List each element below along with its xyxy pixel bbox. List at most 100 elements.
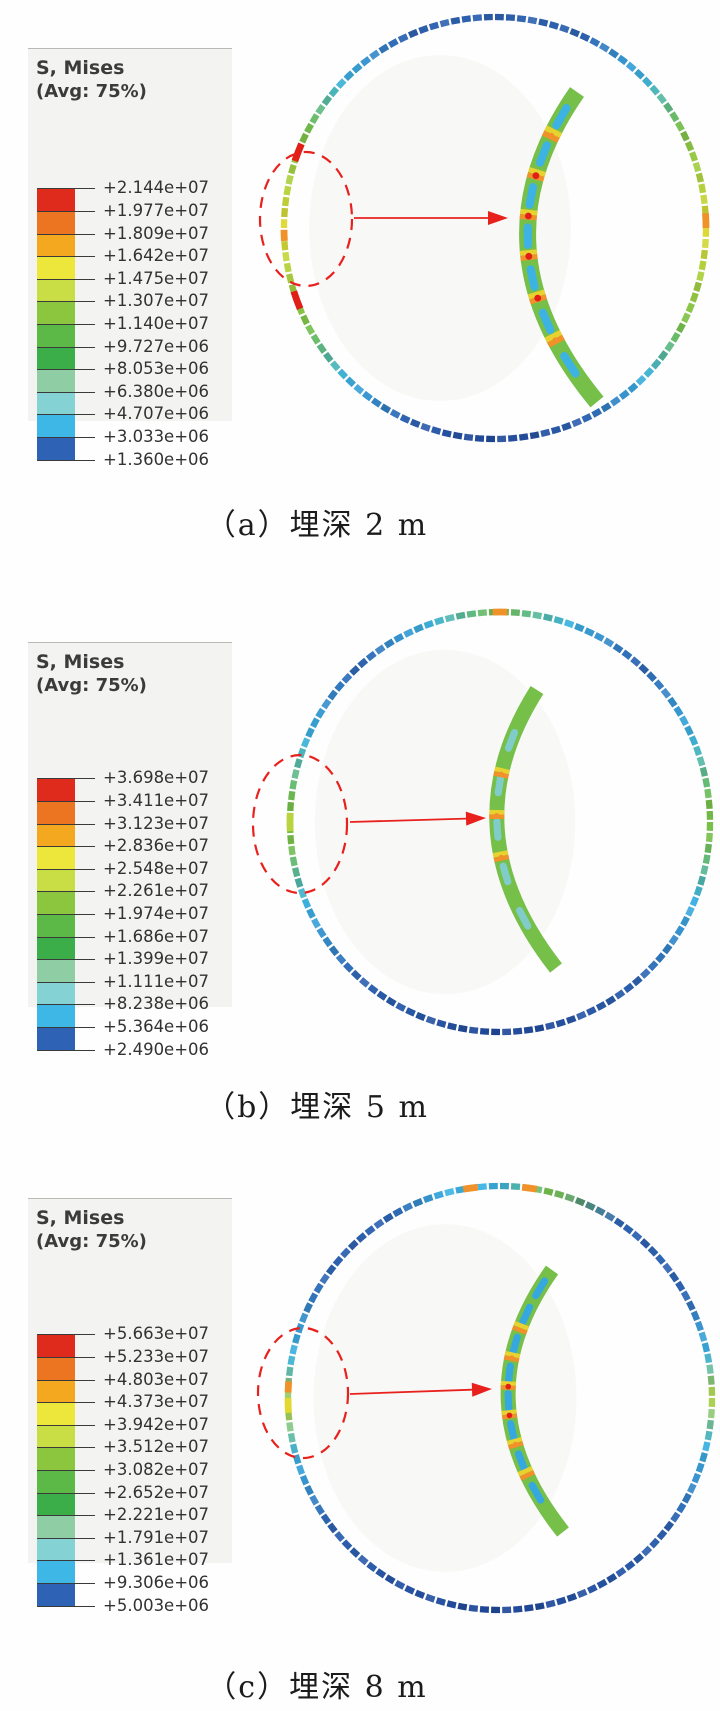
ring-mesh-segment — [593, 632, 605, 642]
legend-color-band — [37, 436, 75, 460]
ring-mesh-segment — [285, 174, 294, 185]
legend-tick — [37, 188, 95, 190]
ring-mesh-segment — [479, 1605, 490, 1613]
ring-mesh-segment — [341, 1539, 353, 1551]
ring-mesh-segment — [281, 240, 289, 251]
ring-mesh-segment — [305, 727, 315, 738]
ring-mesh-segment — [303, 1302, 313, 1314]
legend-value: +3.033e+06 — [103, 426, 210, 446]
legend-color-band — [37, 936, 75, 960]
ring-mesh-segment — [413, 623, 424, 634]
ring-mesh-segment — [434, 616, 445, 626]
legend-color-band — [37, 1560, 75, 1583]
legend-color-band — [37, 1424, 75, 1448]
legend-panel-a: S, Mises (Avg: 75%) +2.144e+07 +1.977e+07… — [28, 48, 232, 469]
detail-mesh-segment — [532, 1277, 549, 1300]
ring-mesh-segment — [291, 769, 300, 779]
ring-mesh-segment — [418, 25, 429, 34]
ring-mesh-segment — [639, 968, 651, 979]
ring-mesh-segment — [423, 620, 434, 629]
ring-mesh-segment — [638, 663, 650, 675]
ring-mesh-segment — [641, 76, 653, 88]
ring-mesh-segment — [681, 1492, 692, 1504]
ring-mesh-segment — [286, 1422, 294, 1432]
ring-mesh-segment — [586, 1006, 597, 1016]
legend-value: +9.306e+06 — [103, 1572, 210, 1592]
legend-value: +2.261e+07 — [103, 881, 210, 901]
stress-hotspot — [506, 1412, 513, 1419]
detail-mesh-segment — [511, 1325, 528, 1335]
legend-tick — [37, 1334, 95, 1336]
detail-mesh-segment — [519, 1470, 536, 1481]
ring-mesh-segment — [705, 832, 713, 843]
highlight-dashed-ellipse — [258, 150, 354, 288]
ring-mesh-segment — [692, 161, 702, 173]
legend-tick — [37, 233, 95, 235]
ring-mesh-segment — [288, 790, 296, 801]
ring-mesh-segment — [304, 122, 314, 134]
ring-mesh-segment — [299, 1474, 310, 1486]
legend-value: +1.111e+07 — [103, 971, 210, 991]
legend-tick — [37, 459, 95, 461]
ring-mesh-segment — [689, 896, 700, 907]
ring-mesh-segment — [298, 888, 307, 899]
ring-mesh-segment — [425, 1593, 436, 1603]
ring-mesh-segment — [622, 1223, 634, 1235]
legend-value: +2.548e+07 — [103, 858, 210, 878]
ring-mesh-segment — [468, 1026, 479, 1034]
ring-mesh-segment — [690, 1310, 701, 1322]
legend-color-band — [37, 981, 75, 1005]
ring-mesh-segment — [589, 37, 601, 47]
ring-mesh-segment — [361, 390, 373, 402]
ring-mesh-segment — [669, 111, 680, 123]
legend-value: +1.360e+06 — [103, 449, 210, 469]
legend-color-band — [37, 823, 75, 847]
ring-mesh-segment — [422, 1194, 434, 1204]
ring-mesh-segment — [289, 1344, 298, 1355]
legend-color-band — [37, 846, 75, 869]
ring-mesh-segment — [668, 934, 679, 946]
ring-mesh-segment — [412, 1197, 424, 1208]
detail-mesh-segment — [514, 1450, 528, 1473]
ring-mesh-segment — [700, 249, 708, 260]
legend-tick — [37, 1379, 95, 1381]
legend-tick — [37, 369, 95, 371]
ring-mesh-segment — [340, 1247, 351, 1259]
ring-mesh-segment — [706, 1419, 714, 1430]
legend-color-band — [37, 1026, 75, 1050]
legend-color-band — [37, 256, 75, 279]
legend-tick — [37, 1049, 95, 1051]
detail-mesh-segment — [538, 308, 555, 335]
ring-mesh-segment — [561, 422, 572, 431]
legend-value: +1.140e+07 — [103, 313, 210, 333]
legend-tick — [37, 323, 95, 325]
ring-mesh-segment — [676, 1502, 687, 1514]
ring-mesh-segment — [701, 1342, 710, 1353]
legend-subtitle: (Avg: 75%) — [36, 674, 147, 696]
legend-value: +3.082e+07 — [103, 1459, 210, 1479]
ring-mesh-segment — [598, 42, 610, 53]
legend-tick — [37, 1026, 95, 1028]
ring-mesh-segment — [300, 737, 311, 748]
legend-tick — [37, 1492, 95, 1494]
ring-mesh-segment — [311, 917, 321, 929]
ring-mesh-segment — [664, 341, 675, 353]
ring-mesh-segment — [299, 1312, 309, 1324]
ring-mesh-segment — [281, 207, 289, 218]
ring-mesh-segment — [367, 984, 379, 995]
ring-mesh-segment — [414, 1589, 426, 1599]
ring-mesh-segment — [404, 1585, 416, 1595]
ring-mesh-segment — [512, 1027, 523, 1035]
ring-mesh-segment — [510, 1183, 521, 1191]
ring-mesh-segment — [586, 1584, 598, 1594]
ring-mesh-segment — [670, 331, 681, 343]
legend-value: +1.809e+07 — [103, 223, 210, 243]
ring-mesh-segment — [385, 996, 397, 1007]
ring-mesh-segment — [705, 799, 713, 810]
ring-mesh-segment — [633, 1553, 644, 1564]
ring-mesh-segment — [321, 94, 333, 106]
ring-mesh-segment — [579, 32, 591, 42]
ring-mesh-segment — [702, 854, 711, 865]
ring-mesh-segment — [685, 302, 695, 314]
